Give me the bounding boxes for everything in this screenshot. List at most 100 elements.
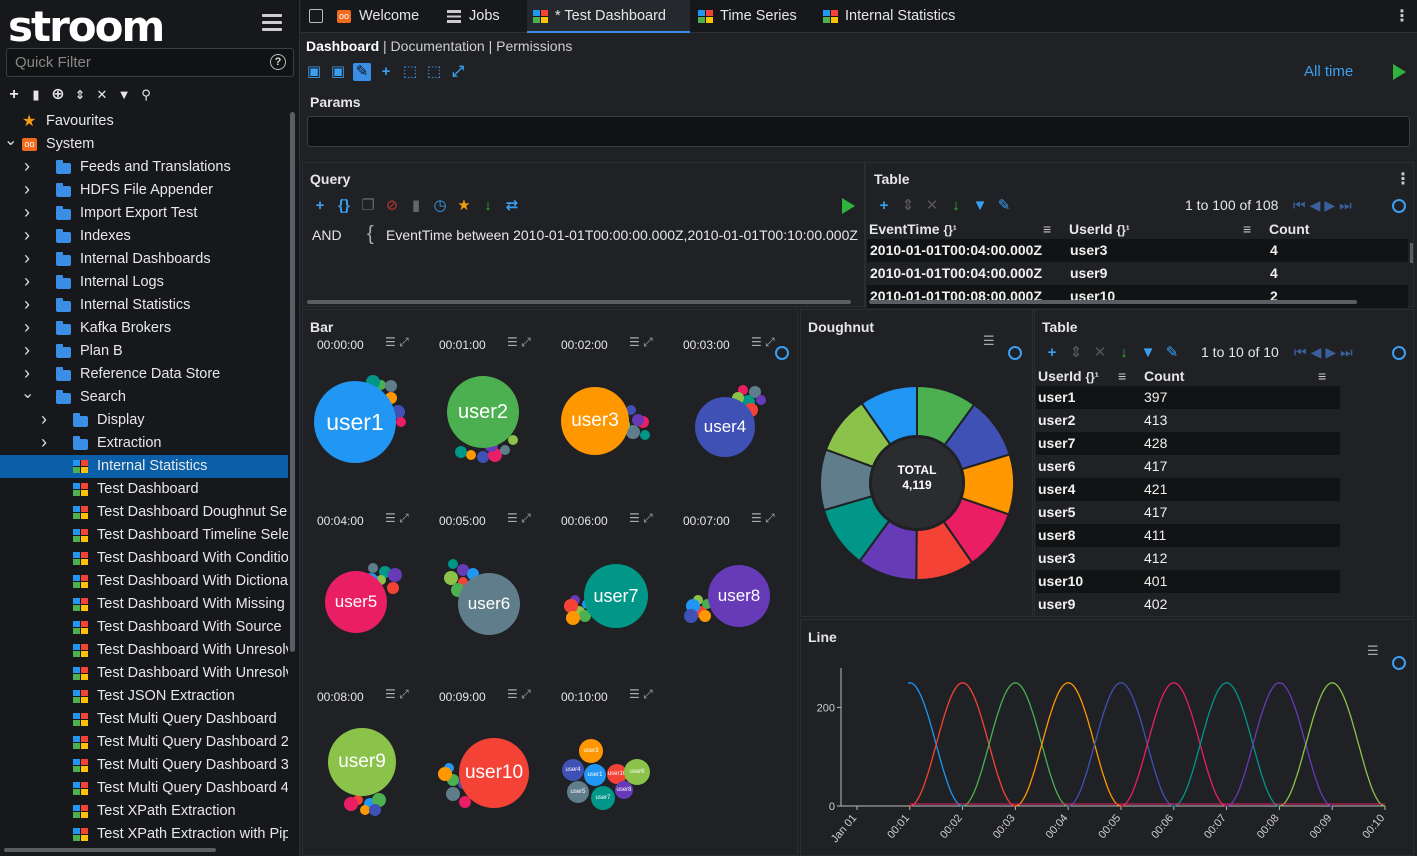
bar-mini-bubble[interactable] [566, 611, 580, 625]
bar-mini-bubble[interactable] [626, 405, 636, 415]
line-series-2[interactable] [909, 682, 1016, 807]
line-series-5[interactable] [1068, 682, 1174, 807]
tabs-menu-icon[interactable]: ⋮ [1394, 8, 1410, 25]
add-operator-icon[interactable]: {} [338, 197, 350, 214]
tree-item[interactable]: › Feeds and Translations [0, 156, 288, 179]
chevron-right-icon[interactable]: › [24, 340, 30, 360]
bar-user-bubble[interactable]: user4 [695, 397, 755, 457]
bar-cell-tools-icon[interactable]: ☰ ⤢ [629, 687, 653, 701]
col-filter-icon[interactable]: ≡ [1118, 368, 1127, 384]
bar-mini-bubble[interactable] [438, 767, 452, 781]
collapse-icon[interactable]: ✕ [925, 197, 939, 214]
collapse-all-icon[interactable]: ✕ [96, 87, 108, 102]
tree-item[interactable]: Internal Statistics [0, 455, 288, 478]
tree-item[interactable]: Test XPath Extraction with Pipe I [0, 823, 288, 846]
tree-item[interactable]: Test Dashboard With Unresolved [0, 662, 288, 685]
col-filter-icon[interactable]: ≡ [1243, 221, 1252, 237]
table-row[interactable]: user7 428 [1036, 432, 1340, 455]
bar-mini-bubble[interactable] [396, 417, 406, 427]
tree-item[interactable]: › Reference Data Store [0, 363, 288, 386]
add-icon[interactable]: + [9, 86, 19, 103]
help-icon[interactable]: ? [270, 54, 286, 70]
col-userid[interactable]: UserId {}¹ [1038, 368, 1099, 384]
chevron-right-icon[interactable]: › [24, 294, 30, 314]
bar-mini-bubble[interactable] [699, 610, 711, 622]
table-row[interactable]: 2010-01-01T00:04:00.000Z user3 4 [867, 239, 1408, 262]
annotate-icon[interactable]: ✎ [1165, 344, 1179, 361]
bar-cell-tools-icon[interactable]: ☰ ⤢ [507, 335, 531, 349]
table-row[interactable]: user6 417 [1036, 455, 1340, 478]
bar-mini-bubble[interactable] [702, 599, 712, 609]
bar-mini-bubble[interactable] [455, 446, 467, 458]
bar-mini-bubble[interactable] [353, 795, 363, 805]
chevron-right-icon[interactable]: › [24, 225, 30, 245]
table-row[interactable]: user5 417 [1036, 501, 1340, 524]
bar-cell-tools-icon[interactable]: ☰ ⤢ [751, 511, 775, 525]
table-row[interactable]: 2010-01-01T00:04:00.000Z user9 4 [867, 262, 1408, 285]
bar-user-bubble[interactable]: user5 [325, 571, 387, 633]
add-component-icon[interactable]: + [381, 63, 391, 80]
line-series-1[interactable] [907, 682, 963, 807]
tab-jobs[interactable]: Jobs [441, 0, 523, 33]
tree-item[interactable]: Test JSON Extraction [0, 685, 288, 708]
line-refresh-icon[interactable] [1392, 656, 1406, 670]
locate-icon[interactable]: ⊕ [51, 86, 65, 103]
table-row[interactable]: user3 412 [1036, 547, 1340, 570]
bar-cell-tools-icon[interactable]: ☰ ⤢ [385, 511, 409, 525]
filter-icon[interactable]: ▼ [117, 87, 131, 102]
tree-item[interactable]: Test Multi Query Dashboard 2 [0, 731, 288, 754]
chevron-right-icon[interactable]: › [24, 156, 30, 176]
bar-mini-bubble[interactable] [684, 609, 698, 623]
filter-icon[interactable]: ▼ [1140, 344, 1156, 361]
bar-user-bubble[interactable]: user6 [458, 573, 520, 635]
chevron-right-icon[interactable]: › [41, 432, 47, 452]
bar-mini-bubble[interactable] [448, 559, 458, 569]
sidebar-toggle-icon[interactable] [309, 9, 323, 23]
bar-mini-bubble[interactable] [344, 797, 358, 811]
line-series-7[interactable] [1173, 682, 1280, 807]
bar-cell-tools-icon[interactable]: ☰ ⤢ [507, 687, 531, 701]
bar-mini-bubble[interactable] [756, 395, 766, 405]
subtab-permissions[interactable]: Permissions [496, 38, 573, 54]
add-column-icon[interactable]: + [1047, 344, 1057, 361]
query-operator[interactable]: AND [312, 227, 342, 243]
tree-item[interactable]: Test Multi Query Dashboard 3 [0, 754, 288, 777]
tree-item[interactable]: Test Dashboard With Conditional [0, 547, 288, 570]
pager-controls[interactable]: ⏮◀▶⏭ [1293, 197, 1356, 213]
bar-mini-bubble[interactable] [368, 563, 378, 573]
edit-icon[interactable]: ✎ [353, 63, 371, 81]
chevron-down-icon[interactable]: ⌄ [4, 133, 18, 149]
download-icon[interactable]: ↓ [1120, 344, 1128, 361]
menu-icon[interactable] [262, 14, 282, 35]
bar-mixed-bubble[interactable]: user10 [607, 764, 627, 784]
bar-mini-bubble[interactable] [459, 796, 471, 808]
bar-mini-bubble[interactable] [640, 430, 650, 440]
delete-icon[interactable]: ▮ [32, 87, 40, 102]
filter-icon[interactable]: ▼ [972, 197, 988, 214]
bar-user-bubble[interactable]: user9 [328, 728, 396, 796]
tree-item[interactable]: › Display [0, 409, 288, 432]
search-icon[interactable]: ⚲ [141, 87, 151, 102]
bar-mini-bubble[interactable] [387, 582, 399, 594]
chevron-right-icon[interactable]: › [24, 202, 30, 222]
bar-cell-tools-icon[interactable]: ☰ ⤢ [385, 687, 409, 701]
bar-cell-tools-icon[interactable]: ☰ ⤢ [629, 511, 653, 525]
tree-item[interactable]: Test Dashboard With Unresolved [0, 639, 288, 662]
tree-item[interactable]: › Internal Logs [0, 271, 288, 294]
tree-item[interactable]: › Internal Dashboards [0, 248, 288, 271]
select-icon[interactable]: ⬚ [426, 63, 442, 80]
query-hscrollbar[interactable] [307, 300, 851, 304]
tree-item[interactable]: Test Dashboard [0, 478, 288, 501]
tree-item[interactable]: Test Dashboard Doughnut Select [0, 501, 288, 524]
tree-item[interactable]: Test Dashboard With Dictionary [0, 570, 288, 593]
table-row[interactable]: user8 411 [1036, 524, 1340, 547]
download-icon[interactable]: ↓ [952, 197, 960, 214]
col-eventtime[interactable]: EventTime {}¹ [869, 221, 957, 237]
time-range-selector[interactable]: All time [1304, 63, 1354, 80]
bar-mini-bubble[interactable] [738, 385, 748, 395]
table-row[interactable]: user2 413 [1036, 409, 1340, 432]
col-userid[interactable]: UserId {}¹ [1069, 221, 1130, 237]
tree-item[interactable]: Test Multi Query Dashboard [0, 708, 288, 731]
tree-item[interactable]: Test XPath Extraction [0, 800, 288, 823]
run-dashboard-icon[interactable] [1393, 64, 1406, 80]
